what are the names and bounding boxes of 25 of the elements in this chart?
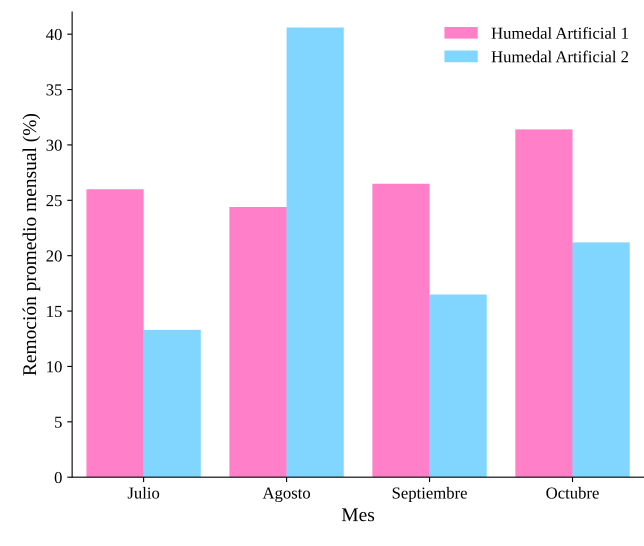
x-tick-label: Julio [128,486,160,499]
bar [144,330,201,478]
legend-label: Humedal Artificial 2 [492,50,628,62]
bar [286,28,344,478]
y-tick-label: 20 [46,250,62,262]
y-tick-label: 25 [46,195,62,206]
bar [229,206,287,478]
y-tick-label: 40 [46,28,62,40]
bar [430,294,487,478]
y-tick-label: 10 [47,361,62,372]
y-tick-label: 0 [54,472,62,484]
bar [372,184,430,478]
x-tick-label: Septiembre [392,486,467,502]
legend-label: Humedal Artificial 1 [492,26,628,39]
x-tick-label: Agosto [262,487,310,502]
bar [86,189,144,478]
bar [515,129,573,478]
y-tick-label: 5 [55,416,62,428]
bar [572,242,630,478]
y-tick-label: 35 [46,84,62,96]
y-axis-title: Remoción promedio mensual (%) [22,114,40,376]
y-tick-label: 30 [46,140,62,151]
y-tick-label: 15 [47,306,62,318]
x-tick-label: Octubre [546,486,599,499]
x-axis-title: Mes [342,508,374,522]
